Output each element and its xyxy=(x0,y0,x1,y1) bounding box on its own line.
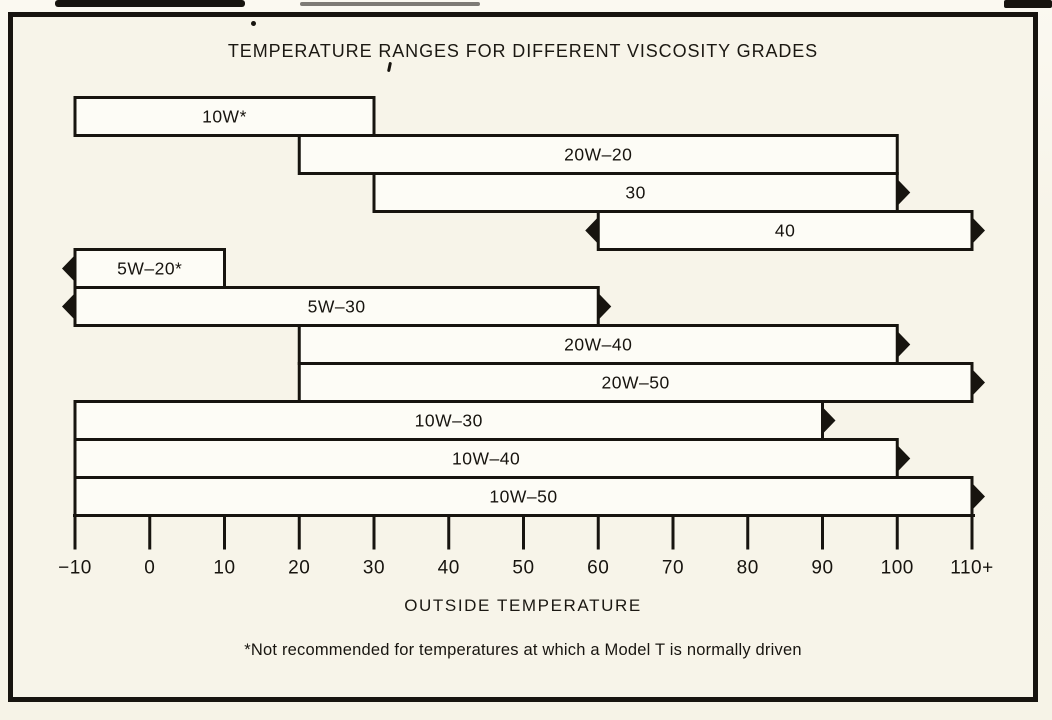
bar-label-5w-30: 5W–30 xyxy=(308,297,366,317)
range-extends-left-arrow-5w-20 xyxy=(62,255,75,282)
bar-label-20w-50: 20W–50 xyxy=(602,373,670,393)
bar-10w xyxy=(73,96,376,137)
x-axis-tick-label: 50 xyxy=(512,558,534,579)
bar-5w-20 xyxy=(73,248,226,289)
x-axis-tick-label: 80 xyxy=(737,558,759,579)
bar-label-20w-20: 20W–20 xyxy=(564,145,632,165)
bar-20w-20 xyxy=(297,134,899,175)
x-axis-tick-label: 100 xyxy=(881,558,914,579)
bar-label-10w-30: 10W–30 xyxy=(415,411,483,431)
range-extends-right-arrow-10w-40 xyxy=(897,445,911,472)
x-axis-tick-label: 10 xyxy=(213,558,235,579)
bar-40 xyxy=(596,210,974,251)
x-axis-tick-label: 30 xyxy=(363,558,385,579)
bar-label-10w: 10W* xyxy=(202,107,247,127)
range-extends-right-arrow-20w-50 xyxy=(972,369,985,396)
x-axis-tick-label: 40 xyxy=(438,558,460,579)
range-extends-right-arrow-30 xyxy=(897,179,911,206)
bar-label-10w-50: 10W–50 xyxy=(489,487,557,507)
chart-footnote: *Not recommended for temperatures at whi… xyxy=(244,641,802,659)
bar-5w-30 xyxy=(73,286,600,327)
x-axis-tick-label: 0 xyxy=(144,558,155,579)
bar-label-20w-40: 20W–40 xyxy=(564,335,632,355)
x-axis-tick-label: 70 xyxy=(662,558,684,579)
x-axis-tick-label: −10 xyxy=(58,558,92,579)
range-extends-right-arrow-5w-30 xyxy=(598,293,612,320)
bar-label-10w-40: 10W–40 xyxy=(452,449,520,469)
range-extends-right-arrow-20w-40 xyxy=(897,331,911,358)
range-extends-right-arrow-40 xyxy=(972,217,985,244)
bar-label-30: 30 xyxy=(625,183,645,203)
x-axis-title: OUTSIDE TEMPERATURE xyxy=(404,596,642,615)
chart-title: TEMPERATURE RANGES FOR DIFFERENT VISCOSI… xyxy=(227,41,819,61)
x-axis-tick-label: 90 xyxy=(811,558,833,579)
range-extends-left-arrow-5w-30 xyxy=(62,293,75,320)
x-axis-tick-label: 60 xyxy=(587,558,609,579)
range-extends-left-arrow-40 xyxy=(585,217,599,244)
bar-10w-40 xyxy=(73,438,899,479)
range-extends-right-arrow-10w-50 xyxy=(972,483,985,510)
bar-label-40: 40 xyxy=(775,221,795,241)
x-axis-tick-label: 110+ xyxy=(950,558,993,579)
bar-label-5w-20: 5W–20* xyxy=(117,259,182,279)
x-axis-tick-label: 20 xyxy=(288,558,310,579)
range-extends-right-arrow-10w-30 xyxy=(822,407,836,434)
